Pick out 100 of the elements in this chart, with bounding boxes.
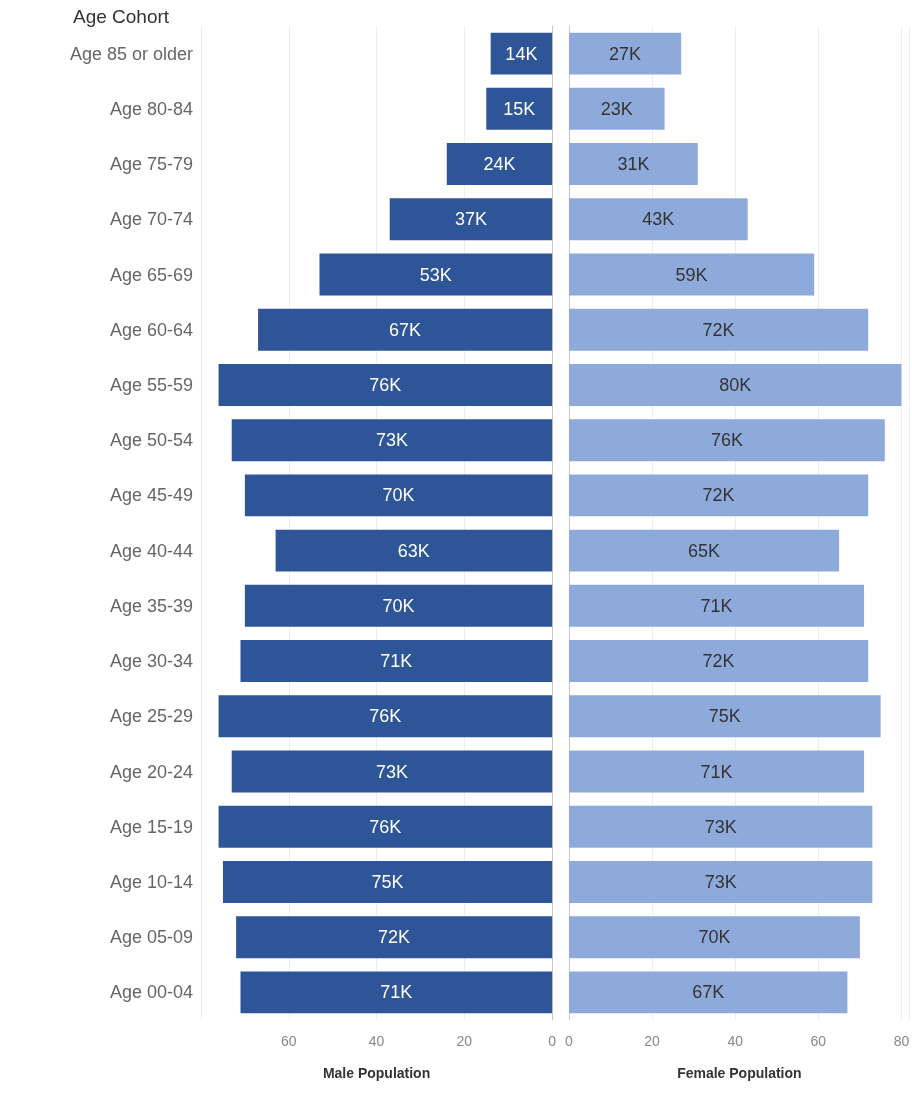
bar xyxy=(218,363,553,406)
x-tick-label: 40 xyxy=(727,1033,744,1049)
data-label: 73K xyxy=(704,871,737,892)
bar xyxy=(569,860,873,903)
data-label: 72K xyxy=(702,651,735,672)
bar xyxy=(569,640,869,683)
data-label: 65K xyxy=(688,540,721,561)
bar xyxy=(569,805,873,848)
x-tick-label: 80 xyxy=(893,1033,910,1049)
bar xyxy=(569,971,848,1014)
data-label: 76K xyxy=(369,374,402,395)
bar xyxy=(490,32,553,75)
y-tick-label: Age 25-29 xyxy=(109,706,193,727)
x-axis-title: Male Population xyxy=(322,1065,431,1081)
y-tick-label: Age 45-49 xyxy=(109,485,193,506)
bar xyxy=(240,971,553,1014)
y-tick-label: Age 60-64 xyxy=(109,319,193,340)
y-tick-label: Age 80-84 xyxy=(109,98,193,119)
bar xyxy=(222,860,553,903)
data-label: 73K xyxy=(375,430,408,451)
bar xyxy=(486,87,553,130)
y-tick-label: Age 35-39 xyxy=(109,595,193,616)
data-label: 15K xyxy=(503,98,536,119)
x-tick-label: 60 xyxy=(810,1033,827,1049)
data-label: 53K xyxy=(419,264,452,285)
y-tick-label: Age 75-79 xyxy=(109,154,193,175)
data-label: 76K xyxy=(710,430,743,451)
bar xyxy=(258,308,553,351)
bar xyxy=(319,253,553,296)
x-tick-label: 20 xyxy=(456,1033,473,1049)
bar xyxy=(569,529,840,572)
data-label: 37K xyxy=(454,209,487,230)
data-label: 67K xyxy=(389,319,422,340)
data-label: 73K xyxy=(375,761,408,782)
y-tick-label: Age 85 or older xyxy=(69,43,193,64)
data-label: 67K xyxy=(692,982,725,1003)
bar xyxy=(569,474,869,517)
bar xyxy=(244,584,553,627)
bar xyxy=(236,916,553,959)
bar xyxy=(231,419,553,462)
bar xyxy=(569,32,682,75)
data-label: 43K xyxy=(642,209,675,230)
bar xyxy=(569,750,865,793)
bar xyxy=(218,805,553,848)
x-tick-label: 40 xyxy=(368,1033,385,1049)
bar xyxy=(218,695,553,738)
bar xyxy=(569,308,869,351)
data-label: 75K xyxy=(708,706,741,727)
data-label: 59K xyxy=(675,264,708,285)
bar xyxy=(244,474,553,517)
data-label: 76K xyxy=(369,816,402,837)
x-tick-label: 20 xyxy=(644,1033,661,1049)
y-tick-label: Age 55-59 xyxy=(109,374,193,395)
data-label: 72K xyxy=(702,485,735,506)
data-label: 70K xyxy=(382,485,415,506)
data-label: 71K xyxy=(380,982,413,1003)
bar xyxy=(569,198,748,241)
bar xyxy=(389,198,553,241)
bar xyxy=(569,695,881,738)
data-label: 72K xyxy=(702,319,735,340)
bar xyxy=(569,253,815,296)
bar xyxy=(240,640,553,683)
data-label: 80K xyxy=(719,374,752,395)
y-tick-label: Age 30-34 xyxy=(109,651,193,672)
y-axis-title: Age Cohort xyxy=(73,6,170,27)
y-tick-label: Age 10-14 xyxy=(109,871,193,892)
data-label: 31K xyxy=(617,154,650,175)
y-tick-label: Age 00-04 xyxy=(109,982,193,1003)
x-tick-label: 0 xyxy=(565,1033,574,1049)
data-label: 24K xyxy=(483,154,516,175)
data-label: 70K xyxy=(382,595,415,616)
y-tick-label: Age 50-54 xyxy=(109,430,193,451)
y-tick-label: Age 40-44 xyxy=(109,540,193,561)
y-tick-label: Age 05-09 xyxy=(109,927,193,948)
x-tick-label: 60 xyxy=(280,1033,297,1049)
data-label: 75K xyxy=(371,871,404,892)
data-label: 73K xyxy=(704,816,737,837)
bar xyxy=(569,143,698,186)
data-label: 71K xyxy=(700,761,733,782)
data-label: 72K xyxy=(378,927,411,948)
bar xyxy=(569,363,902,406)
y-tick-label: Age 65-69 xyxy=(109,264,193,285)
bar xyxy=(569,916,860,959)
bar xyxy=(569,419,885,462)
data-label: 71K xyxy=(700,595,733,616)
data-label: 27K xyxy=(609,43,642,64)
data-label: 23K xyxy=(600,98,633,119)
bar xyxy=(569,584,865,627)
y-tick-label: Age 15-19 xyxy=(109,816,193,837)
bar xyxy=(446,143,553,186)
y-tick-label: Age 20-24 xyxy=(109,761,193,782)
bar xyxy=(275,529,553,572)
data-label: 70K xyxy=(698,927,731,948)
data-label: 14K xyxy=(505,43,538,64)
x-axis-title: Female Population xyxy=(677,1065,802,1081)
bar xyxy=(231,750,553,793)
x-tick-label: 0 xyxy=(548,1033,557,1049)
data-label: 76K xyxy=(369,706,402,727)
data-label: 63K xyxy=(397,540,430,561)
data-label: 71K xyxy=(380,651,413,672)
